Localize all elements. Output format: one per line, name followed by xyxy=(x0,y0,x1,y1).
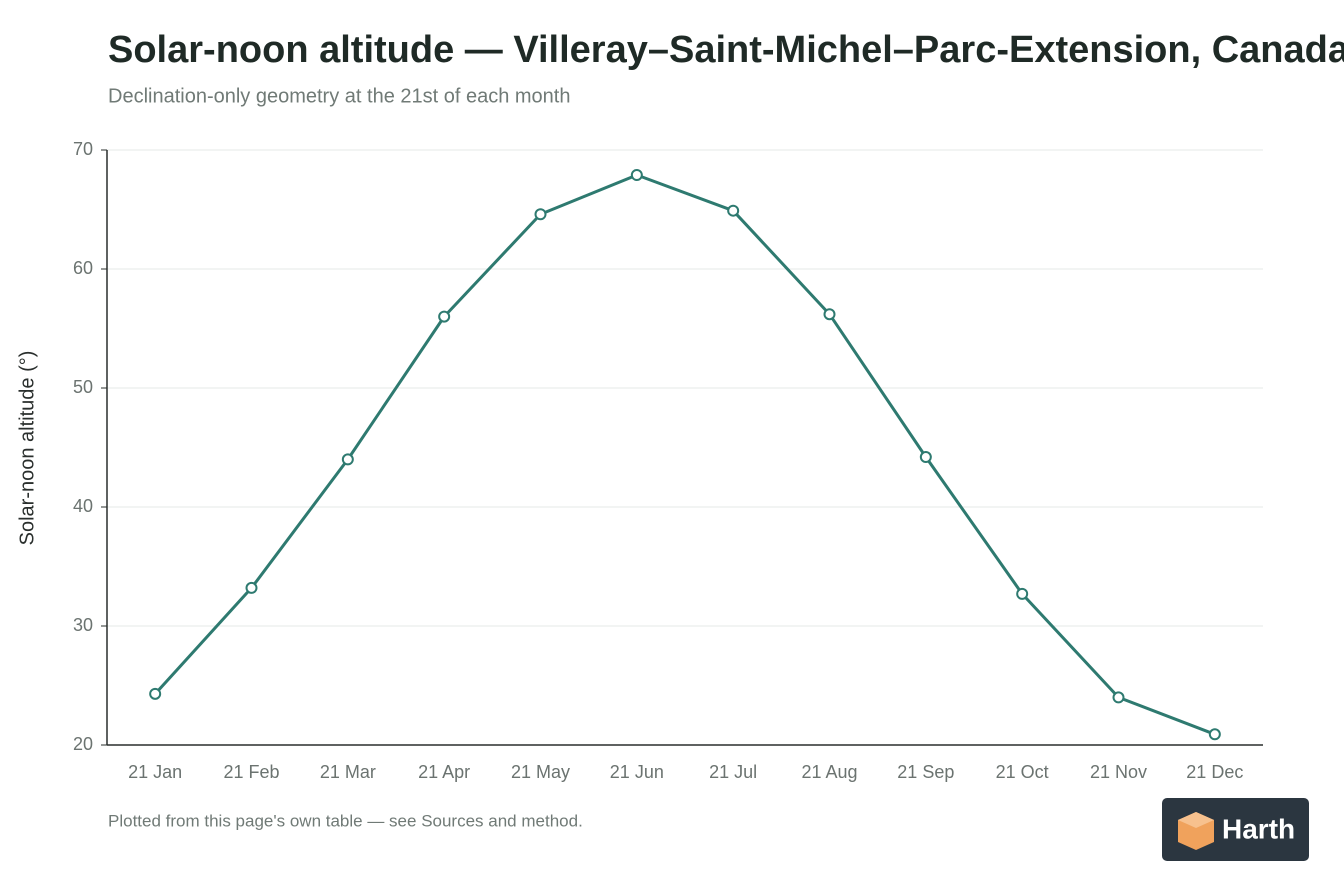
chart-subtitle: Declination-only geometry at the 21st of… xyxy=(108,85,570,107)
x-tick-label: 21 Mar xyxy=(320,762,376,782)
y-tick-label: 30 xyxy=(73,615,93,635)
x-tick-label: 21 Feb xyxy=(223,762,279,782)
data-point xyxy=(245,581,258,594)
chart-title: Solar-noon altitude — Villeray–Saint-Mic… xyxy=(108,29,1344,71)
data-point xyxy=(438,310,451,323)
logo-icon-top xyxy=(1178,812,1214,828)
data-point xyxy=(1016,587,1029,600)
data-point xyxy=(149,687,162,700)
logo-badge: Harth xyxy=(1162,798,1309,861)
data-point xyxy=(919,451,932,464)
x-tick-label: 21 Apr xyxy=(418,762,470,782)
data-point xyxy=(1208,728,1221,741)
data-point xyxy=(823,308,836,321)
data-point xyxy=(341,453,354,466)
x-tick-label: 21 Jan xyxy=(128,762,182,782)
x-tick-label: 21 Aug xyxy=(801,762,857,782)
series-line xyxy=(154,173,1216,736)
data-point xyxy=(1112,691,1125,704)
x-tick-label: 21 Nov xyxy=(1090,762,1147,782)
y-tick-label: 40 xyxy=(73,496,93,516)
data-point xyxy=(630,168,643,181)
y-tick-label: 50 xyxy=(73,377,93,397)
y-tick-label: 70 xyxy=(73,139,93,159)
y-tick-label: 20 xyxy=(73,734,93,754)
footer-note: Plotted from this page's own table — see… xyxy=(108,811,583,830)
y-tick-label: 60 xyxy=(73,258,93,278)
x-tick-label: 21 Jul xyxy=(709,762,757,782)
logo-text: Harth xyxy=(1222,813,1295,844)
x-tick-label: 21 Oct xyxy=(996,762,1049,782)
x-tick-label: 21 May xyxy=(511,762,570,782)
x-tick-label: 21 Dec xyxy=(1186,762,1243,782)
data-point xyxy=(727,204,740,217)
y-axis-label: Solar-noon altitude (°) xyxy=(16,351,38,546)
x-tick-label: 21 Sep xyxy=(897,762,954,782)
x-tick-label: 21 Jun xyxy=(610,762,664,782)
data-point xyxy=(534,208,547,221)
